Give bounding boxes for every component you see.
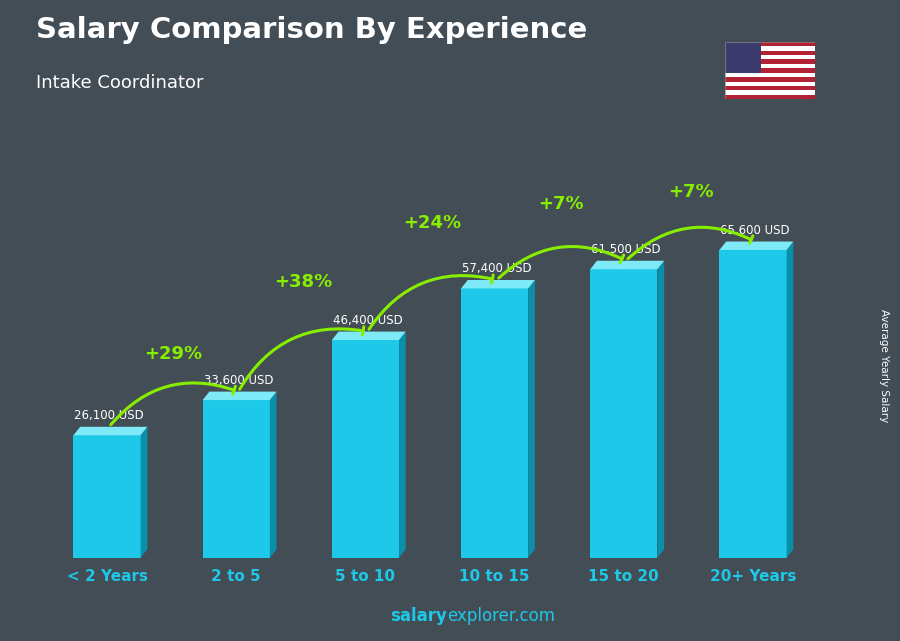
Text: Average Yearly Salary: Average Yearly Salary <box>878 309 889 422</box>
Polygon shape <box>140 427 148 558</box>
Polygon shape <box>332 331 406 340</box>
Bar <box>332 340 399 558</box>
Text: 26,100 USD: 26,100 USD <box>74 409 144 422</box>
Bar <box>724 42 760 72</box>
Bar <box>724 72 814 77</box>
Bar <box>724 95 814 99</box>
Polygon shape <box>719 242 793 250</box>
Polygon shape <box>590 261 664 269</box>
Bar <box>74 435 140 558</box>
Polygon shape <box>528 280 535 558</box>
Bar <box>724 42 814 46</box>
Bar <box>724 46 814 51</box>
Bar <box>724 86 814 90</box>
Bar <box>724 81 814 86</box>
Text: 61,500 USD: 61,500 USD <box>591 243 661 256</box>
Polygon shape <box>399 331 406 558</box>
Text: Salary Comparison By Experience: Salary Comparison By Experience <box>36 16 587 44</box>
Bar <box>724 51 814 55</box>
Bar <box>590 269 657 558</box>
Bar <box>724 60 814 64</box>
Text: explorer.com: explorer.com <box>447 607 555 625</box>
Text: salary: salary <box>391 607 447 625</box>
Bar <box>724 77 814 81</box>
Text: +7%: +7% <box>538 195 584 213</box>
Text: 33,600 USD: 33,600 USD <box>203 374 273 387</box>
Bar <box>724 64 814 69</box>
Text: 65,600 USD: 65,600 USD <box>720 224 790 237</box>
Polygon shape <box>461 280 535 288</box>
Bar <box>461 288 528 558</box>
Polygon shape <box>74 427 148 435</box>
Bar <box>719 250 787 558</box>
Text: 46,400 USD: 46,400 USD <box>333 314 402 327</box>
Bar <box>724 69 814 72</box>
Polygon shape <box>270 392 276 558</box>
Text: +29%: +29% <box>145 345 202 363</box>
Text: 57,400 USD: 57,400 USD <box>462 262 532 276</box>
Bar <box>202 400 270 558</box>
Polygon shape <box>202 392 276 400</box>
Polygon shape <box>657 261 664 558</box>
Bar <box>724 90 814 95</box>
Bar <box>724 55 814 60</box>
Text: +24%: +24% <box>403 214 461 232</box>
Polygon shape <box>787 242 793 558</box>
Text: +38%: +38% <box>274 273 332 291</box>
Text: +7%: +7% <box>668 183 714 201</box>
Text: Intake Coordinator: Intake Coordinator <box>36 74 203 92</box>
